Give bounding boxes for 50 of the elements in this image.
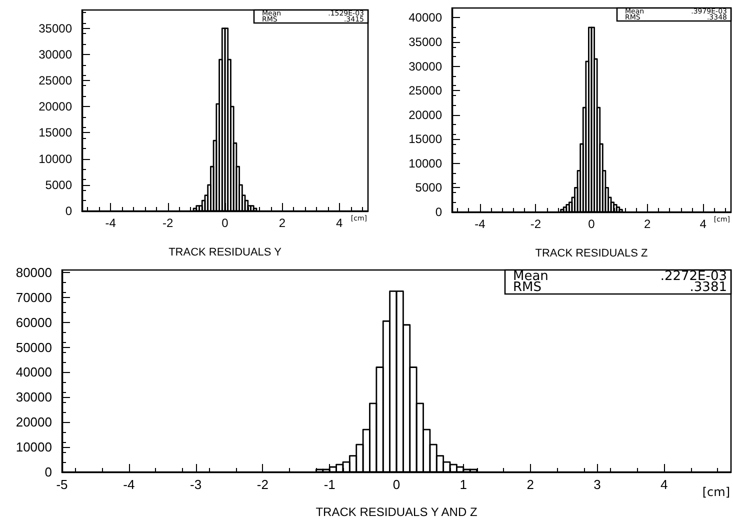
y-tick-label: 5000 bbox=[45, 178, 72, 192]
y-tick-label: 30000 bbox=[16, 390, 52, 405]
x-axis-title: TRACK RESIDUALS Y AND Z bbox=[316, 505, 478, 519]
y-tick-label: 0 bbox=[435, 205, 442, 219]
x-axis-title: TRACK RESIDUALS Z bbox=[535, 248, 648, 260]
x-tick-label: 2 bbox=[644, 217, 651, 231]
y-tick-label: 35000 bbox=[38, 21, 72, 36]
y-tick-label: 10000 bbox=[16, 440, 52, 455]
x-tick-label: 0 bbox=[392, 477, 400, 492]
x-tick-label: 4 bbox=[336, 216, 344, 230]
x-tick-label: -4 bbox=[123, 477, 135, 492]
y-tick-label: 10000 bbox=[408, 156, 442, 170]
y-tick-label: 25000 bbox=[38, 73, 72, 88]
y-tick-label: 70000 bbox=[16, 290, 52, 305]
x-tick-label: -2 bbox=[530, 217, 542, 231]
x-tick-label: 4 bbox=[660, 477, 668, 492]
y-tick-label: 0 bbox=[44, 464, 52, 480]
y-tick-label: 5000 bbox=[415, 180, 442, 195]
y-tick-label: 25000 bbox=[408, 84, 442, 98]
x-tick-label: 2 bbox=[526, 477, 534, 492]
x-tick-label: 0 bbox=[588, 217, 596, 231]
y-tick-label: 50000 bbox=[16, 340, 52, 355]
x-tick-label: 3 bbox=[594, 477, 601, 492]
y-tick-label: 80000 bbox=[16, 264, 52, 280]
y-tick-label: 30000 bbox=[408, 59, 442, 74]
y-tick-label: 15000 bbox=[408, 132, 442, 146]
x-tick-label: -2 bbox=[256, 477, 268, 492]
y-tick-label: 60000 bbox=[16, 314, 52, 330]
x-axis-title: TRACK RESIDUALS Y bbox=[168, 246, 282, 258]
x-tick-label: -3 bbox=[190, 477, 202, 492]
x-tick-label: -2 bbox=[162, 216, 174, 230]
x-tick-label: 4 bbox=[700, 217, 707, 231]
y-tick-label: 40000 bbox=[408, 10, 442, 25]
text: [cm] bbox=[702, 485, 730, 499]
y-tick-label: 35000 bbox=[408, 35, 442, 49]
y-tick-label: 20000 bbox=[16, 414, 52, 430]
y-tick-label: 15000 bbox=[38, 126, 72, 140]
y-tick-label: 0 bbox=[65, 204, 72, 218]
x-tick-label: -5 bbox=[56, 477, 68, 492]
x-tick-label: -4 bbox=[105, 216, 116, 230]
x-tick-label: -4 bbox=[474, 217, 486, 231]
y-tick-label: 10000 bbox=[38, 152, 72, 166]
x-tick-label: -1 bbox=[324, 477, 336, 492]
y-tick-label: 30000 bbox=[38, 47, 72, 62]
y-tick-label: 20000 bbox=[38, 100, 72, 114]
y-tick-label: 40000 bbox=[16, 364, 52, 380]
x-tick-label: 2 bbox=[278, 216, 286, 230]
y-tick-label: 20000 bbox=[408, 108, 442, 122]
x-tick-label: 1 bbox=[460, 477, 468, 492]
x-tick-label: 0 bbox=[222, 216, 229, 230]
